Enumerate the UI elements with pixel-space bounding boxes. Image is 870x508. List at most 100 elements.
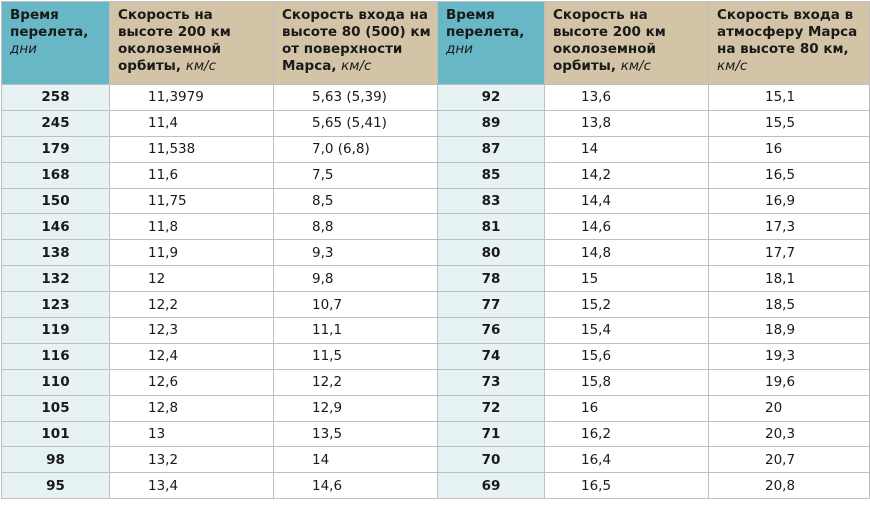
header-flight-time-1: Время перелета, дни (1, 1, 110, 85)
mars-entry-speed-cell: 19,6 (708, 368, 870, 396)
earth-orbit-speed-cell: 16,5 (544, 472, 709, 500)
flight-time-cell: 78 (437, 265, 545, 293)
earth-orbit-speed-cell: 11,6 (109, 161, 274, 189)
table-row: 146 11,8 8,8 81 14,6 17,3 (1, 213, 870, 241)
table-row: 95 13,4 14,6 69 16,5 20,8 (1, 472, 870, 500)
mars-entry-speed-cell: 15,1 (708, 84, 870, 111)
earth-orbit-speed-cell: 15 (544, 265, 709, 293)
mars-entry-speed-cell: 18,5 (708, 291, 870, 319)
mars-entry-speed-cell: 14,6 (273, 472, 438, 500)
earth-orbit-speed-cell: 14 (544, 135, 709, 163)
flight-time-cell: 70 (437, 446, 545, 474)
earth-orbit-speed-cell: 13,8 (544, 109, 709, 137)
earth-orbit-speed-cell: 12,3 (109, 317, 274, 344)
earth-orbit-speed-cell: 11,75 (109, 187, 274, 215)
mars-entry-speed-cell: 16,9 (708, 187, 870, 215)
flight-time-cell: 77 (437, 291, 545, 319)
header-row: Время перелета, дни Скорость на высоте 2… (1, 1, 870, 85)
flight-time-cell: 87 (437, 135, 545, 163)
mars-entry-speed-cell: 12,9 (273, 394, 438, 422)
table-row: 110 12,6 12,2 73 15,8 19,6 (1, 368, 870, 396)
flight-time-cell: 123 (1, 291, 110, 319)
flight-time-cell: 95 (1, 472, 110, 500)
earth-orbit-speed-cell: 12 (109, 265, 274, 293)
flight-time-cell: 258 (1, 84, 110, 111)
earth-orbit-speed-cell: 12,8 (109, 394, 274, 422)
mars-entry-speed-cell: 11,1 (273, 317, 438, 344)
header-mars-entry-speed-1: Скорость входа на высоте 80 (500) км от … (273, 1, 438, 85)
table-row: 98 13,2 14 70 16,4 20,7 (1, 446, 870, 474)
earth-orbit-speed-cell: 16 (544, 394, 709, 422)
mars-entry-speed-cell: 11,5 (273, 342, 438, 370)
mars-entry-speed-cell: 20 (708, 394, 870, 422)
earth-orbit-speed-cell: 15,6 (544, 342, 709, 370)
earth-orbit-speed-cell: 12,6 (109, 368, 274, 396)
flight-time-cell: 119 (1, 317, 110, 344)
earth-orbit-speed-cell: 16,2 (544, 420, 709, 448)
earth-orbit-speed-cell: 12,4 (109, 342, 274, 370)
flight-time-cell: 83 (437, 187, 545, 215)
mars-entry-speed-cell: 7,5 (273, 161, 438, 189)
flight-time-cell: 138 (1, 239, 110, 267)
mars-entry-speed-cell: 17,7 (708, 239, 870, 267)
flight-time-cell: 69 (437, 472, 545, 500)
earth-orbit-speed-cell: 14,6 (544, 213, 709, 241)
table-row: 132 12 9,8 78 15 18,1 (1, 265, 870, 293)
mars-entry-speed-cell: 9,3 (273, 239, 438, 267)
mars-entry-speed-cell: 5,65 (5,41) (273, 109, 438, 137)
mars-entry-speed-cell: 8,8 (273, 213, 438, 241)
header-earth-orbit-speed-2: Скорость на высоте 200 км околоземной ор… (544, 1, 709, 85)
earth-orbit-speed-cell: 11,3979 (109, 84, 274, 111)
flight-time-cell: 73 (437, 368, 545, 396)
flight-time-cell: 105 (1, 394, 110, 422)
flight-time-cell: 179 (1, 135, 110, 163)
flight-time-cell: 80 (437, 239, 545, 267)
header-flight-time-2: Время перелета, дни (437, 1, 545, 85)
table-row: 116 12,4 11,5 74 15,6 19,3 (1, 342, 870, 370)
table-row: 123 12,2 10,7 77 15,2 18,5 (1, 291, 870, 319)
flight-time-cell: 76 (437, 317, 545, 344)
mars-entry-speed-cell: 15,5 (708, 109, 870, 137)
table-row: 245 11,4 5,65 (5,41) 89 13,8 15,5 (1, 109, 870, 137)
earth-orbit-speed-cell: 16,4 (544, 446, 709, 474)
mars-entry-speed-cell: 16,5 (708, 161, 870, 189)
mars-entry-speed-cell: 16 (708, 135, 870, 163)
header-mars-entry-speed-2: Скорость входа в атмосферу Марса на высо… (708, 1, 870, 85)
mars-entry-speed-cell: 9,8 (273, 265, 438, 293)
earth-orbit-speed-cell: 11,538 (109, 135, 274, 163)
earth-orbit-speed-cell: 15,4 (544, 317, 709, 344)
flight-time-cell: 245 (1, 109, 110, 137)
table-row: 119 12,3 11,1 76 15,4 18,9 (1, 317, 870, 344)
earth-orbit-speed-cell: 15,2 (544, 291, 709, 319)
flight-time-cell: 132 (1, 265, 110, 293)
mars-entry-speed-cell: 14 (273, 446, 438, 474)
earth-orbit-speed-cell: 14,2 (544, 161, 709, 189)
table-row: 179 11,538 7,0 (6,8) 87 14 16 (1, 135, 870, 163)
mars-entry-speed-cell: 18,9 (708, 317, 870, 344)
flight-time-cell: 89 (437, 109, 545, 137)
flight-time-cell: 71 (437, 420, 545, 448)
mars-entry-speed-cell: 17,3 (708, 213, 870, 241)
earth-orbit-speed-cell: 11,9 (109, 239, 274, 267)
flight-time-cell: 72 (437, 394, 545, 422)
header-earth-orbit-speed-1: Скорость на высоте 200 км околоземной ор… (109, 1, 274, 85)
table-row: 168 11,6 7,5 85 14,2 16,5 (1, 161, 870, 189)
flight-time-cell: 85 (437, 161, 545, 189)
flight-time-cell: 92 (437, 84, 545, 111)
flight-time-cell: 74 (437, 342, 545, 370)
table-row: 101 13 13,5 71 16,2 20,3 (1, 420, 870, 448)
earth-orbit-speed-cell: 13,4 (109, 472, 274, 500)
mars-entry-speed-cell: 18,1 (708, 265, 870, 293)
mars-entry-speed-cell: 5,63 (5,39) (273, 84, 438, 111)
flight-time-cell: 81 (437, 213, 545, 241)
mars-entry-speed-cell: 12,2 (273, 368, 438, 396)
mars-entry-speed-cell: 19,3 (708, 342, 870, 370)
mars-entry-speed-cell: 20,8 (708, 472, 870, 500)
table-row: 105 12,8 12,9 72 16 20 (1, 394, 870, 422)
table-row: 150 11,75 8,5 83 14,4 16,9 (1, 187, 870, 215)
mars-entry-speed-cell: 8,5 (273, 187, 438, 215)
flight-time-cell: 98 (1, 446, 110, 474)
earth-orbit-speed-cell: 12,2 (109, 291, 274, 319)
mars-entry-speed-cell: 20,3 (708, 420, 870, 448)
